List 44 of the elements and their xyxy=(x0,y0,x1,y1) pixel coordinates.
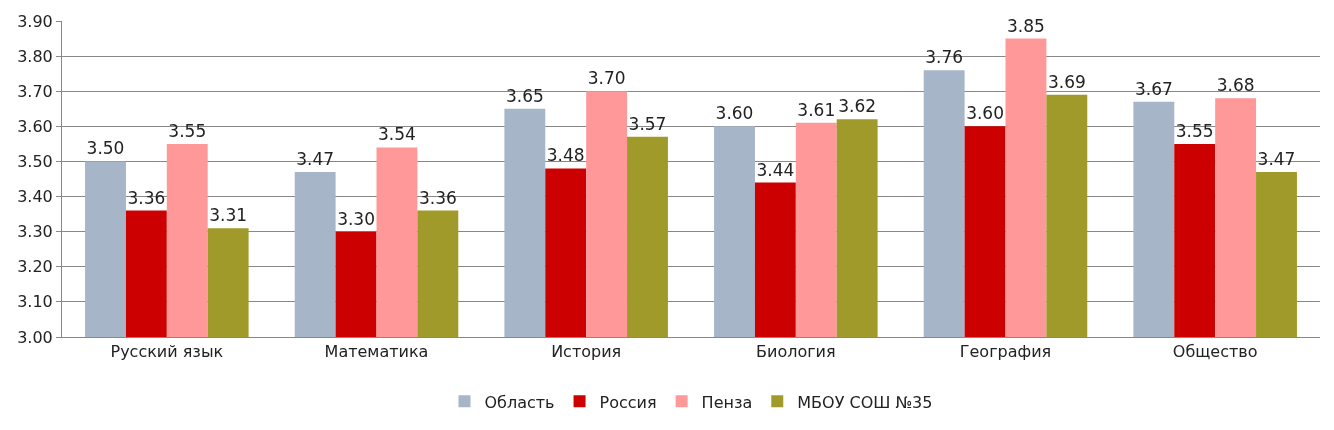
data-label: 3.55 xyxy=(1175,120,1214,141)
data-label: 3.50 xyxy=(86,138,125,159)
y-tick-label: 3.00 xyxy=(17,327,53,347)
x-tick-label: Русский язык xyxy=(110,342,224,362)
y-tick-label: 3.40 xyxy=(17,187,53,207)
y-tick-label: 3.60 xyxy=(17,116,53,136)
y-tick-label: 3.70 xyxy=(17,81,53,101)
y-tick-label: 3.10 xyxy=(17,292,53,312)
data-label: 3.55 xyxy=(168,120,207,141)
x-tick-label: Общество xyxy=(1172,342,1258,362)
x-tick-label: Биология xyxy=(756,342,836,362)
data-label: 3.65 xyxy=(505,85,544,106)
data-label: 3.60 xyxy=(966,103,1004,124)
data-label: 3.30 xyxy=(337,208,375,229)
y-tick-label: 3.20 xyxy=(17,257,53,277)
data-label: 3.70 xyxy=(587,68,626,89)
data-label: 3.61 xyxy=(797,99,836,120)
y-tick-label: 3.30 xyxy=(17,222,53,242)
data-label: 3.31 xyxy=(209,205,248,226)
data-label: 3.60 xyxy=(715,103,754,124)
data-label: 3.36 xyxy=(127,187,166,208)
data-label: 3.62 xyxy=(838,96,877,117)
y-tick-label: 3.90 xyxy=(17,11,53,31)
data-label: 3.47 xyxy=(296,148,335,169)
data-label: 3.57 xyxy=(628,113,667,134)
x-tick-label: География xyxy=(959,342,1052,362)
data-label: 3.68 xyxy=(1216,75,1255,96)
data-label: 3.54 xyxy=(378,124,416,145)
data-label: 3.67 xyxy=(1134,78,1173,99)
data-label: 3.36 xyxy=(418,187,457,208)
x-tick-label: Математика xyxy=(324,342,429,362)
data-label: 3.69 xyxy=(1047,71,1086,92)
data-label: 3.47 xyxy=(1257,148,1296,169)
data-label: 3.48 xyxy=(546,145,585,166)
legend-label: МБОУ СОШ №35 xyxy=(797,392,933,412)
legend-label: Россия xyxy=(599,392,657,412)
y-tick-label: 3.50 xyxy=(17,152,53,172)
y-tick-label: 3.80 xyxy=(17,46,53,66)
data-label: 3.85 xyxy=(1007,15,1045,36)
data-label: 3.76 xyxy=(925,47,964,68)
legend-label: Область xyxy=(484,392,555,412)
legend-label: Пенза xyxy=(701,392,753,412)
data-label: 3.44 xyxy=(756,159,795,180)
x-tick-label: История xyxy=(551,342,622,362)
